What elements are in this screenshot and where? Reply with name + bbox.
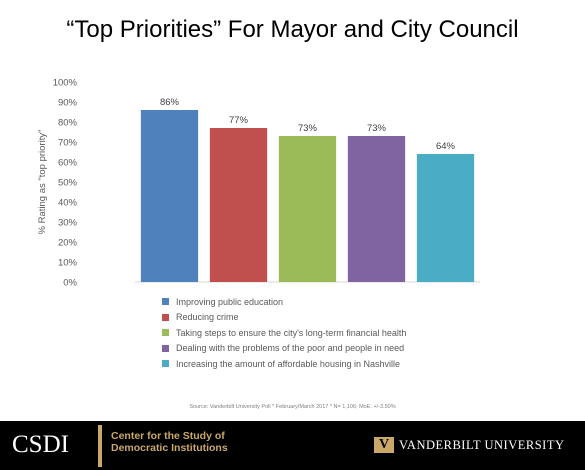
- bar-data-label: 77%: [229, 115, 249, 126]
- csdi-name: Center for the Study of Democratic Insti…: [111, 430, 228, 454]
- bar-data-label: 64%: [436, 141, 456, 152]
- source-note: Source: Vanderbilt University Poll * Feb…: [189, 404, 396, 410]
- vanderbilt-logo: V VANDERBILT UNIVERSITY: [374, 437, 565, 453]
- y-tick-label: 90%: [58, 98, 78, 109]
- bar-5: [416, 154, 475, 282]
- legend-item: Reducing crime: [162, 310, 562, 326]
- legend-label: Dealing with the problems of the poor an…: [176, 343, 405, 354]
- legend-item: Increasing the amount of affordable hous…: [162, 356, 562, 372]
- y-tick-label: 100%: [53, 78, 78, 89]
- legend-swatch: [162, 360, 169, 368]
- legend-item: Dealing with the problems of the poor an…: [162, 341, 562, 357]
- footer-bar: CSDI Center for the Study of Democratic …: [0, 421, 585, 470]
- legend-label: Reducing crime: [176, 312, 239, 323]
- legend-item: Improving public education: [162, 294, 562, 310]
- bar-data-label: 73%: [298, 123, 318, 134]
- y-tick-label: 10%: [58, 258, 78, 269]
- bar-2: [209, 128, 268, 282]
- legend-swatch: [162, 329, 169, 337]
- y-tick-label: 30%: [58, 218, 78, 229]
- y-tick-label: 20%: [58, 238, 78, 249]
- legend-swatch: [162, 313, 169, 321]
- y-tick-label: 70%: [58, 138, 78, 149]
- csdi-name-line1: Center for the Study of: [111, 430, 225, 442]
- legend-label: Improving public education: [176, 296, 284, 307]
- bar-data-label: 86%: [160, 97, 180, 108]
- slide-title: “Top Priorities” For Mayor and City Coun…: [66, 16, 519, 43]
- csdi-name-line2: Democratic Institutions: [111, 442, 228, 454]
- bar-data-label: 73%: [367, 123, 387, 134]
- y-tick-label: 80%: [58, 118, 78, 129]
- legend-swatch: [162, 298, 169, 306]
- legend-label: Taking steps to ensure the city's long-t…: [176, 327, 407, 338]
- legend-swatch: [162, 344, 169, 352]
- vanderbilt-v-icon: V: [374, 437, 394, 453]
- y-tick-label: 40%: [58, 198, 78, 209]
- csdi-divider: [98, 425, 102, 467]
- csdi-logo: CSDI: [12, 431, 69, 458]
- chart-legend: Improving public education Reducing crime…: [162, 294, 562, 372]
- y-tick-label: 60%: [58, 158, 78, 169]
- bar-1: [140, 110, 199, 282]
- y-axis-title: % Rating as "top priority": [37, 130, 48, 235]
- legend-item: Taking steps to ensure the city's long-t…: [162, 325, 562, 341]
- y-tick-label: 0%: [63, 278, 77, 289]
- bar-3: [278, 136, 337, 282]
- legend-label: Increasing the amount of affordable hous…: [176, 358, 400, 369]
- y-tick-label: 50%: [58, 178, 78, 189]
- vanderbilt-wordmark: VANDERBILT UNIVERSITY: [399, 437, 565, 452]
- bar-4: [347, 136, 406, 282]
